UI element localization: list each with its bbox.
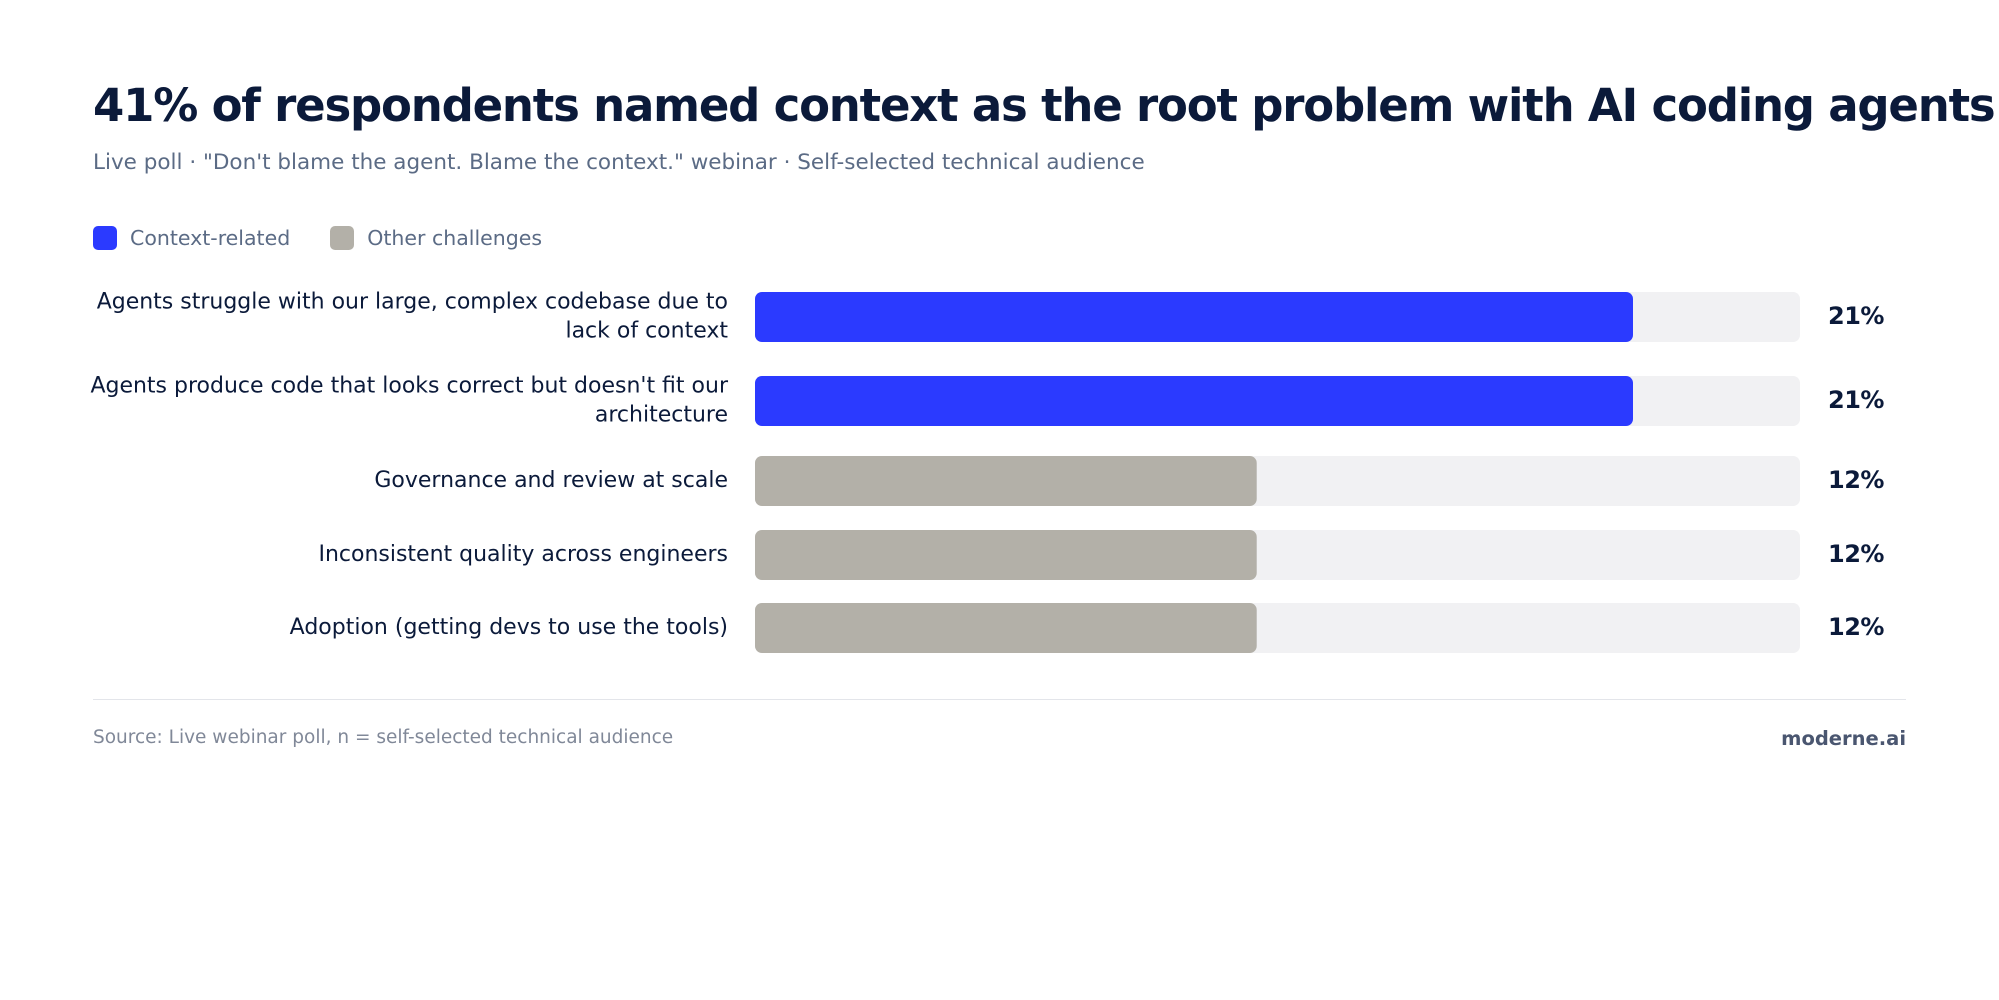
value-label: 21% xyxy=(1828,386,1884,414)
value-label: 12% xyxy=(1828,540,1884,568)
legend-swatch-context xyxy=(93,226,117,250)
category-label: Agents struggle with our large, complex … xyxy=(97,290,728,315)
bar xyxy=(755,292,1633,342)
legend-label-context: Context-related xyxy=(130,226,291,250)
value-label: 12% xyxy=(1828,613,1884,641)
category-label: lack of context xyxy=(565,319,728,344)
legend-label-other: Other challenges xyxy=(367,226,543,250)
legend: Context-related Other challenges xyxy=(93,226,582,250)
legend-item-other: Other challenges xyxy=(330,226,542,250)
chart-title: 41% of respondents named context as the … xyxy=(93,79,1996,132)
bar xyxy=(755,456,1257,506)
value-label: 21% xyxy=(1828,302,1884,330)
footer-divider xyxy=(93,699,1906,700)
category-label: architecture xyxy=(595,403,728,428)
bar-chart: Agents struggle with our large, complex … xyxy=(90,290,1885,653)
category-label: Inconsistent quality across engineers xyxy=(318,542,728,567)
legend-item-context: Context-related xyxy=(93,226,290,250)
bar xyxy=(755,603,1257,653)
source-note: Source: Live webinar poll, n = self-sele… xyxy=(93,727,674,748)
legend-swatch-other xyxy=(330,226,355,250)
brand-link[interactable]: moderne.ai xyxy=(1781,727,1906,750)
category-label: Adoption (getting devs to use the tools) xyxy=(290,615,728,640)
bar xyxy=(755,376,1633,426)
value-label: 12% xyxy=(1828,466,1884,494)
chart-subtitle: Live poll · "Don't blame the agent. Blam… xyxy=(93,150,1145,175)
category-label: Agents produce code that looks correct b… xyxy=(90,374,729,399)
category-label: Governance and review at scale xyxy=(374,468,728,493)
bar xyxy=(755,530,1257,580)
